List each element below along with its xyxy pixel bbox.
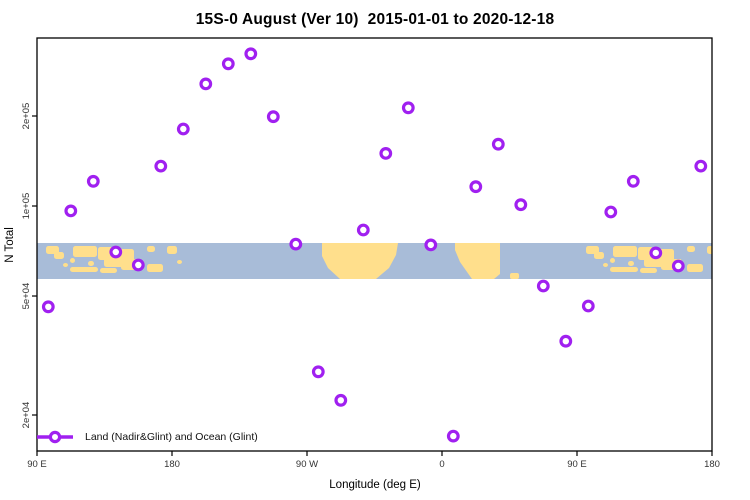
- map-land-patch: [100, 268, 117, 273]
- x-axis-title: Longitude (deg E): [329, 479, 421, 491]
- map-land-patch: [54, 252, 64, 259]
- y-tick-label: 2e+05: [21, 103, 32, 130]
- data-point: [581, 299, 595, 313]
- map-land-patch: [610, 267, 638, 272]
- chart-title: 15S-0 August (Ver 10) 2015-01-01 to 2020…: [195, 11, 555, 28]
- data-point: [289, 237, 303, 251]
- map-land-patch: [594, 252, 604, 259]
- map-land-patch: [147, 246, 155, 252]
- map-land-africa: [455, 243, 500, 279]
- map-land-patch: [717, 260, 722, 264]
- map-land-patch: [63, 263, 68, 267]
- legend-marker-icon: [37, 430, 73, 444]
- map-land-patch: [70, 267, 98, 272]
- data-point: [311, 365, 325, 379]
- map-land-patch: [586, 246, 599, 254]
- data-point: [266, 110, 280, 124]
- data-point: [671, 259, 685, 273]
- y-tick-label: 1e+05: [21, 193, 32, 220]
- data-point: [424, 238, 438, 252]
- map-land-patch: [70, 258, 75, 263]
- data-point: [559, 334, 573, 348]
- data-point: [86, 174, 100, 188]
- map-land-patch: [687, 246, 695, 252]
- data-point: [626, 174, 640, 188]
- x-tick-label: 0: [439, 459, 444, 470]
- y-axis-title-text: N Total: [4, 227, 16, 263]
- data-point: [536, 279, 550, 293]
- data-point: [356, 223, 370, 237]
- data-point: [244, 47, 258, 61]
- data-point: [221, 57, 235, 71]
- data-point: [131, 258, 145, 272]
- x-tick-label: 90 W: [296, 459, 318, 470]
- map-land-patch: [88, 261, 94, 266]
- data-point: [694, 159, 708, 173]
- y-tick-label: 2e+04: [21, 402, 32, 429]
- map-land-patch: [147, 264, 163, 272]
- map-land-patch: [707, 246, 712, 254]
- x-tick-label: 180: [704, 459, 720, 470]
- data-point: [154, 159, 168, 173]
- map-land-patch: [46, 246, 59, 254]
- plot-border: [36, 37, 713, 452]
- data-point: [334, 393, 348, 407]
- map-land-patch: [640, 268, 657, 273]
- data-point: [109, 245, 123, 259]
- data-point: [176, 122, 190, 136]
- data-point: [649, 246, 663, 260]
- map-land-patch: [603, 263, 608, 267]
- legend: Land (Nadir&Glint) and Ocean (Glint): [36, 429, 258, 445]
- data-point: [199, 77, 213, 91]
- map-land-patch: [613, 246, 637, 257]
- y-tick-label: 5e+04: [21, 283, 32, 310]
- data-point: [41, 300, 55, 314]
- map-land-patch: [167, 246, 177, 254]
- map-land-south-america: [322, 243, 398, 279]
- data-point: [604, 205, 618, 219]
- data-point: [491, 137, 505, 151]
- x-tick-label: 90 E: [567, 459, 587, 470]
- map-land-madagascar: [510, 273, 519, 279]
- map-land-patch: [610, 258, 615, 263]
- map-land-patch: [628, 261, 634, 266]
- map-band: [37, 243, 722, 279]
- x-tick-label: 90 E: [27, 459, 47, 470]
- data-point: [514, 198, 528, 212]
- map-land-patch: [73, 246, 97, 257]
- legend-label: Land (Nadir&Glint) and Ocean (Glint): [85, 431, 258, 443]
- x-tick-label: 180: [164, 459, 180, 470]
- map-land-patch: [177, 260, 182, 264]
- data-point: [469, 180, 483, 194]
- data-point: [401, 101, 415, 115]
- data-point: [64, 204, 78, 218]
- data-point: [379, 146, 393, 160]
- map-land-patch: [687, 264, 703, 272]
- data-point: [446, 429, 460, 443]
